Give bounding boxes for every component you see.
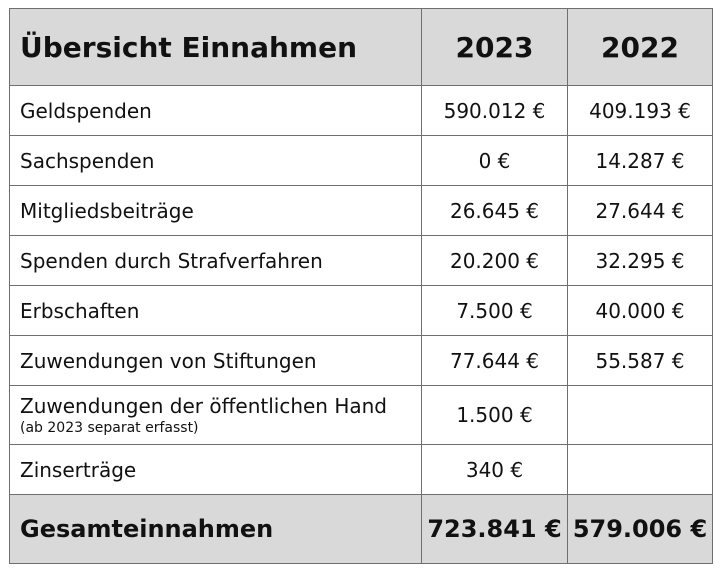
value-2023: 340 € bbox=[421, 444, 568, 495]
value-2023: 26.645 € bbox=[421, 185, 568, 236]
row-label: Spenden durch Strafverfahren bbox=[9, 235, 422, 286]
row-label-cell: Zuwendungen der öffentlichen Hand (ab 20… bbox=[9, 385, 422, 445]
value-2023: 590.012 € bbox=[421, 85, 568, 136]
row-label: Mitgliedsbeiträge bbox=[9, 185, 422, 236]
value-2023: 0 € bbox=[421, 135, 568, 186]
table-row-sachspenden: Sachspenden 0 € 14.287 € bbox=[9, 135, 713, 186]
value-2022: 55.587 € bbox=[567, 335, 713, 386]
total-value-2022: 579.006 € bbox=[567, 494, 713, 564]
value-2022: 14.287 € bbox=[567, 135, 713, 186]
table-row-mitgliedsbeitraege: Mitgliedsbeiträge 26.645 € 27.644 € bbox=[9, 185, 713, 236]
value-2023: 20.200 € bbox=[421, 235, 568, 286]
value-2022 bbox=[567, 444, 713, 495]
table-row-zinsertraege: Zinserträge 340 € bbox=[9, 444, 713, 495]
column-header-2023: 2023 bbox=[421, 8, 568, 86]
table-row-strafverfahren: Spenden durch Strafverfahren 20.200 € 32… bbox=[9, 235, 713, 286]
table-row-geldspenden: Geldspenden 590.012 € 409.193 € bbox=[9, 85, 713, 136]
table-row-erbschaften: Erbschaften 7.500 € 40.000 € bbox=[9, 285, 713, 336]
value-2022: 27.644 € bbox=[567, 185, 713, 236]
total-value-2023: 723.841 € bbox=[421, 494, 568, 564]
row-label: Zinserträge bbox=[9, 444, 422, 495]
table-title: Übersicht Einnahmen bbox=[9, 8, 422, 86]
income-overview-table: Übersicht Einnahmen 2023 2022 Geldspende… bbox=[9, 8, 713, 564]
column-header-2022: 2022 bbox=[567, 8, 713, 86]
row-label: Geldspenden bbox=[9, 85, 422, 136]
value-2023: 1.500 € bbox=[421, 385, 568, 445]
table-row-stiftungen: Zuwendungen von Stiftungen 77.644 € 55.5… bbox=[9, 335, 713, 386]
value-2022: 409.193 € bbox=[567, 85, 713, 136]
income-overview-table-container: Übersicht Einnahmen 2023 2022 Geldspende… bbox=[9, 8, 713, 564]
value-2023: 7.500 € bbox=[421, 285, 568, 336]
row-label: Sachspenden bbox=[9, 135, 422, 186]
value-2022: 32.295 € bbox=[567, 235, 713, 286]
table-row-oeffentliche-hand: Zuwendungen der öffentlichen Hand (ab 20… bbox=[9, 385, 713, 445]
row-label: Zuwendungen von Stiftungen bbox=[9, 335, 422, 386]
table-header-row: Übersicht Einnahmen 2023 2022 bbox=[9, 8, 713, 86]
row-label: Erbschaften bbox=[9, 285, 422, 336]
table-total-row: Gesamteinnahmen 723.841 € 579.006 € bbox=[9, 494, 713, 564]
row-note: (ab 2023 separat erfasst) bbox=[20, 420, 199, 436]
value-2022 bbox=[567, 385, 713, 445]
value-2023: 77.644 € bbox=[421, 335, 568, 386]
row-label: Zuwendungen der öffentlichen Hand bbox=[20, 394, 388, 418]
total-label: Gesamteinnahmen bbox=[9, 494, 422, 564]
value-2022: 40.000 € bbox=[567, 285, 713, 336]
